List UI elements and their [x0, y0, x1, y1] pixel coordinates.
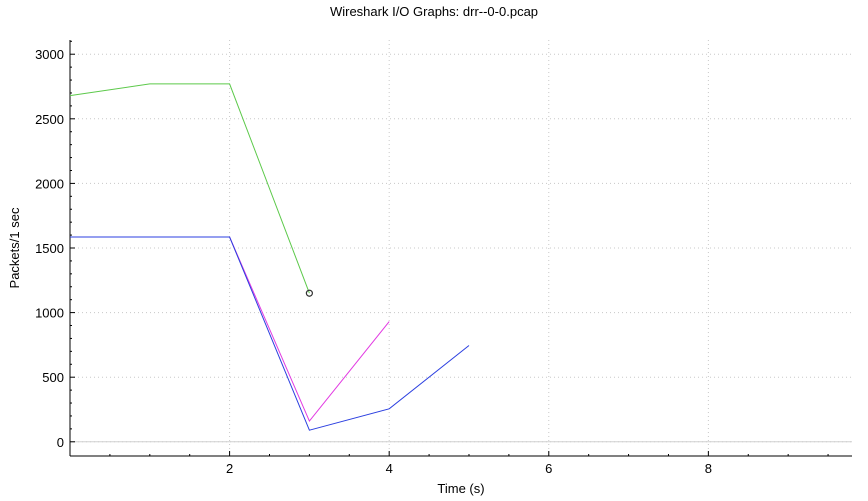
y-tick-label: 2500: [35, 112, 64, 127]
series-layer: [69, 83, 470, 431]
x-axis-label: Time (s): [437, 481, 484, 496]
y-tick-label: 1000: [35, 306, 64, 321]
series-end-marker[interactable]: [305, 289, 313, 297]
y-tick-label: 3000: [35, 47, 64, 62]
axes-layer: 2 4 6 8 0 500 1000 1500 2000 2500 3000: [35, 40, 852, 476]
x-tick-label: 4: [386, 461, 393, 476]
series-line-1: [69, 83, 310, 294]
x-tick-label: 6: [545, 461, 552, 476]
grid-layer: [70, 40, 852, 456]
y-tick-label: 0: [57, 435, 64, 450]
series-line-3: [70, 236, 470, 431]
x-tick-label: 8: [705, 461, 712, 476]
plot-background: [70, 40, 852, 456]
y-tick-label: 1500: [35, 241, 64, 256]
y-tick-label: 2000: [35, 176, 64, 191]
x-tick-label: 2: [226, 461, 233, 476]
y-axis-label: Packets/1 sec: [7, 207, 22, 288]
chart-title: Wireshark I/O Graphs: drr--0-0.pcap: [330, 4, 538, 19]
y-tick-label: 500: [42, 370, 64, 385]
